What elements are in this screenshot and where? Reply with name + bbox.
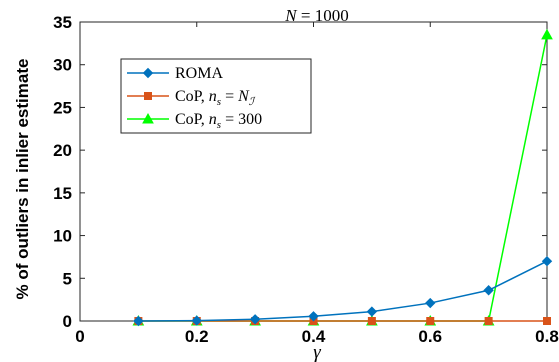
legend-text-part: =	[221, 111, 238, 128]
x-axis-label: γ	[313, 342, 321, 362]
legend-text-part: N	[237, 88, 250, 105]
x-tick-label: 0.4	[302, 327, 326, 346]
data-point	[541, 28, 553, 40]
title-equals: =	[297, 6, 315, 25]
legend-text-part: s	[217, 96, 221, 108]
y-tick-label: 25	[53, 98, 72, 117]
data-point	[484, 317, 493, 325]
data-point	[367, 317, 376, 325]
title-value: 1000	[315, 6, 349, 25]
data-point	[249, 314, 261, 325]
data-point	[426, 317, 435, 325]
chart-title: N = 1000	[284, 6, 348, 25]
legend-entry-label: CoP, ns = 300	[175, 111, 262, 131]
y-tick-label: 35	[53, 13, 72, 32]
x-tick-label: 0.8	[535, 327, 559, 346]
x-tick-label: 0.2	[185, 327, 209, 346]
data-point	[133, 315, 144, 327]
data-point	[308, 311, 319, 322]
legend-swatch-marker	[142, 112, 154, 124]
y-tick-label: 20	[53, 141, 72, 160]
x-tick-label: 0	[75, 327, 84, 346]
legend-text-part: ℐ	[249, 96, 256, 108]
series-0	[133, 255, 553, 327]
data-point	[366, 306, 378, 317]
legend-text-part: s	[217, 119, 221, 131]
y-tick-label: 5	[63, 269, 72, 288]
y-tick-label: 10	[53, 227, 72, 246]
legend-swatch-marker	[142, 67, 154, 79]
legend-text-part: 300	[238, 111, 262, 128]
y-tick-label: 15	[53, 184, 72, 203]
y-axis-label: % of outliers in inlier estimate	[13, 59, 32, 300]
legend-text-part: n	[209, 111, 217, 128]
legend-text-part: =	[221, 88, 238, 105]
series-layer	[132, 28, 553, 327]
title-variable: N	[284, 6, 298, 25]
legend-text-part: CoP,	[175, 88, 209, 105]
data-point	[483, 285, 494, 296]
data-point	[425, 297, 436, 309]
legend-swatch-marker	[144, 92, 152, 100]
legend-text-part: CoP,	[175, 111, 209, 128]
legend-entry-label: CoP, ns = Nℐ	[175, 88, 256, 108]
series-line	[138, 260, 548, 322]
legend-entry-label: ROMA	[175, 65, 223, 82]
data-point	[543, 317, 551, 325]
data-point	[541, 255, 553, 267]
data-point	[191, 315, 202, 326]
y-tick-label: 0	[63, 312, 72, 331]
x-tick-label: 0.6	[418, 327, 442, 346]
legend-text-part: n	[209, 88, 217, 105]
ticks: 0 0.2 0.4 0.6 0.8 0 5 10 15 20 25 30 35	[53, 13, 559, 346]
y-tick-label: 30	[53, 56, 72, 75]
